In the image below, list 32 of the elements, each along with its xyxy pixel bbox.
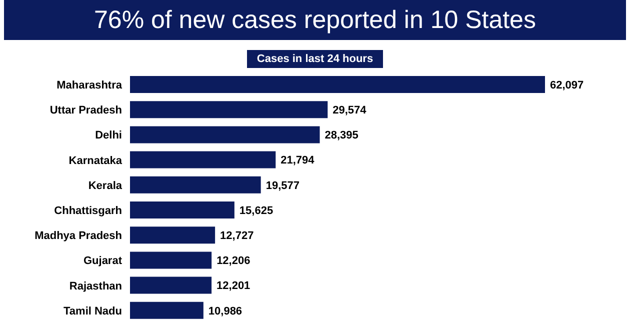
y-tick-label: Maharashtra: [56, 79, 123, 92]
chart-subtitle: Cases in last 24 hours: [246, 50, 384, 68]
data-label: 62,097: [550, 79, 584, 92]
data-label: 29,574: [332, 104, 368, 117]
data-label: 19,577: [266, 180, 300, 192]
bar: [130, 202, 234, 218]
bar: [130, 252, 212, 269]
y-tick-label: Gujarat: [83, 255, 122, 268]
y-tick-label: Tamil Nadu: [64, 305, 122, 318]
data-label: 10,986: [208, 305, 242, 318]
bar: [130, 126, 320, 144]
y-tick-label: Kerala: [88, 180, 123, 192]
bar: [130, 176, 261, 194]
data-label: 12,206: [216, 255, 250, 268]
y-tick-label: Karnataka: [68, 154, 123, 167]
bar: [130, 302, 204, 319]
y-tick-label: Rajasthan: [69, 280, 122, 292]
bar: [130, 151, 276, 168]
bar: [130, 101, 328, 118]
data-label: 12,727: [220, 230, 254, 242]
data-label: 12,201: [216, 280, 250, 292]
data-label: 28,395: [324, 130, 358, 142]
bar: [130, 226, 216, 244]
y-tick-label: Madhya Pradesh: [34, 230, 122, 242]
bar: [130, 76, 545, 93]
chart-title: 76% of new cases reported in 10 States: [4, 0, 626, 40]
y-tick-label: Uttar Pradesh: [50, 104, 122, 117]
data-label: 21,794: [280, 154, 316, 167]
bar: [130, 276, 212, 294]
y-tick-label: Delhi: [95, 130, 122, 142]
y-tick-label: Chhattisgarh: [54, 204, 122, 217]
data-label: 15,625: [239, 204, 274, 217]
